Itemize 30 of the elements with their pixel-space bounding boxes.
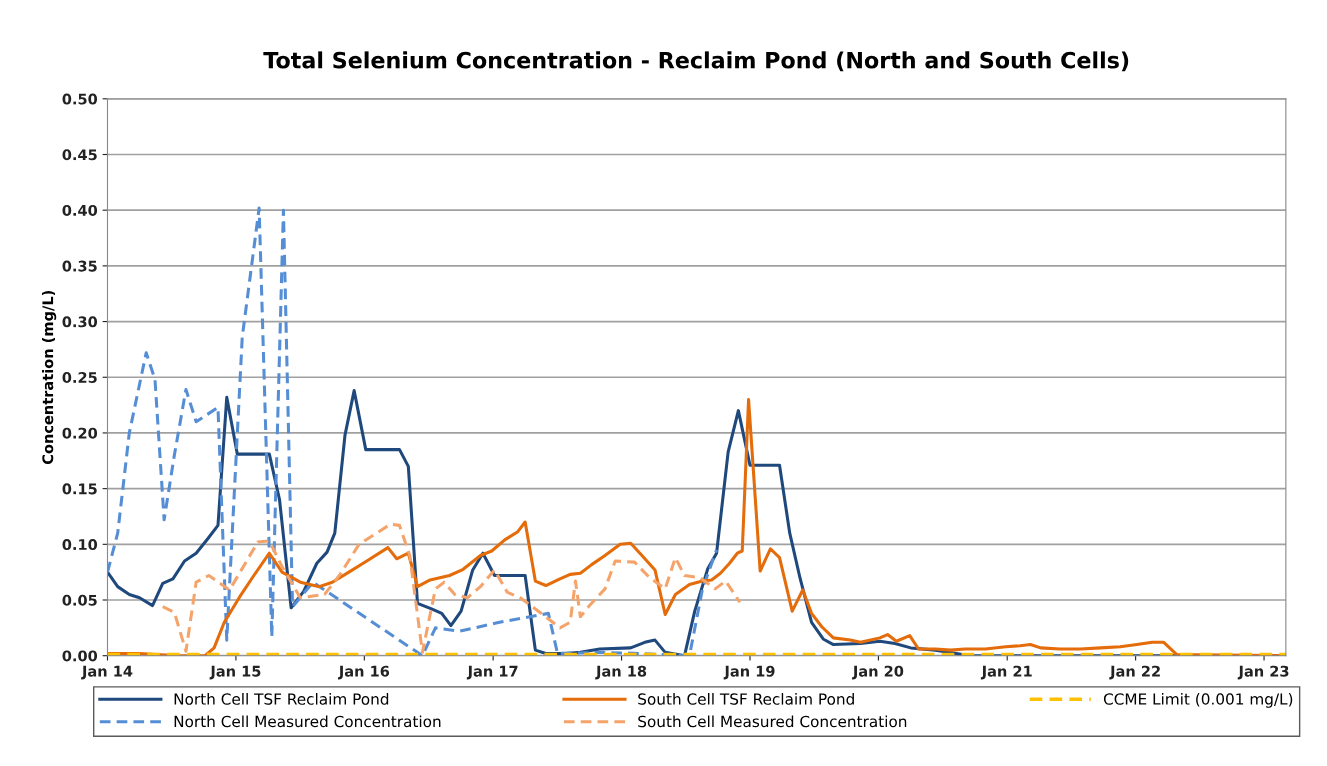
x-tick-label: Jan 23 [1237,665,1289,680]
y-tick-label: 0.25 [62,371,97,383]
y-tick-label: 0.20 [62,427,98,439]
x-tick-label: Jan 22 [1109,665,1160,680]
y-tick-label: 0.15 [62,483,97,495]
line-series [107,206,719,656]
y-tick-label: 0.30 [62,316,98,328]
x-tick-label: Jan 16 [338,665,390,680]
y-tick-label: 0.00 [62,650,98,662]
x-tick-label: Jan 21 [980,665,1032,680]
y-tick-label: 0.05 [62,594,97,606]
x-tick-label: Jan 20 [852,665,904,680]
legend-label: South Cell TSF Reclaim Pond [638,692,854,705]
legend-label: CCME Limit (0.001 mg/L) [1103,692,1293,708]
x-tick-label: Jan 14 [81,665,133,680]
y-tick-label: 0.10 [62,539,98,551]
legend-label: North Cell TSF Reclaim Pond [174,692,389,705]
x-tick-label: Jan 15 [209,665,261,680]
x-tick-label: Jan 17 [466,665,518,680]
y-tick-label: 0.40 [62,204,98,216]
y-tick-label: 0.35 [62,260,97,272]
x-tick-label: Jan 19 [723,665,775,680]
y-tick-label: 0.50 [62,93,98,105]
x-tick-label: Jan 18 [595,665,647,680]
legend-label: South Cell Measured Concentration [638,715,907,728]
line-series [161,522,742,654]
chart-title: Total Selenium Concentration - Reclaim Pond (North and South Cells) [263,51,1129,72]
y-axis-title: Concentration (mg/L) [42,290,57,465]
y-tick-label: 0.45 [62,149,97,161]
legend-label: North Cell Measured Concentration [174,715,441,728]
